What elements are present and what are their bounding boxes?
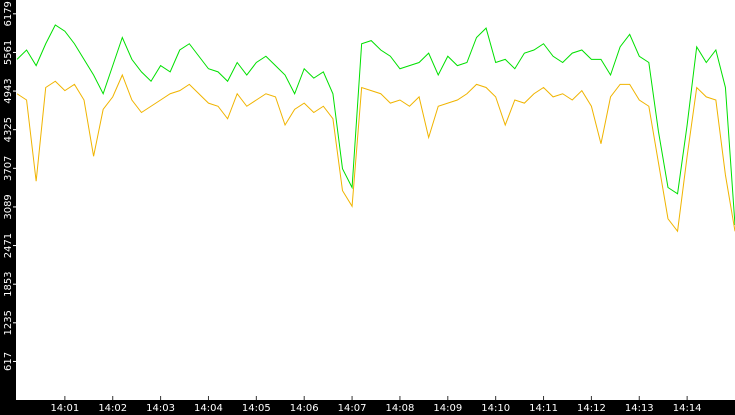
- y-tick-label: 2471: [3, 233, 14, 258]
- y-tick-label: 617: [3, 352, 14, 371]
- series-line: [16, 24, 735, 226]
- x-tick-label: 14:04: [194, 403, 223, 414]
- series-line: [16, 73, 735, 233]
- x-tick-label: 14:08: [386, 403, 415, 414]
- x-tick-label: 14:07: [338, 403, 367, 414]
- y-tick-label: 4325: [3, 117, 14, 142]
- x-tick-label: 14:02: [98, 403, 127, 414]
- x-tick-label: 14:14: [673, 403, 702, 414]
- y-tick-label: 4943: [3, 78, 14, 103]
- y-tick-label: 3707: [3, 156, 14, 181]
- x-tick-label: 14:12: [577, 403, 606, 414]
- x-tick-label: 14:13: [625, 403, 654, 414]
- y-tick-label: 5561: [3, 40, 14, 65]
- y-tick-label: 1235: [3, 310, 14, 335]
- x-tick-label: 14:01: [50, 403, 79, 414]
- x-tick-label: 14:03: [146, 403, 175, 414]
- y-tick-label: 3089: [3, 194, 14, 219]
- x-tick-label: 14:10: [481, 403, 510, 414]
- x-tick-label: 14:05: [242, 403, 271, 414]
- x-tick-label: 14:06: [290, 403, 319, 414]
- x-tick-label: 14:11: [529, 403, 558, 414]
- x-tick-label: 14:09: [433, 403, 462, 414]
- x-axis-band: [0, 400, 735, 415]
- y-tick-label: 1853: [3, 271, 14, 296]
- y-tick-label: 6179: [3, 1, 14, 26]
- y-axis-band: [0, 0, 16, 415]
